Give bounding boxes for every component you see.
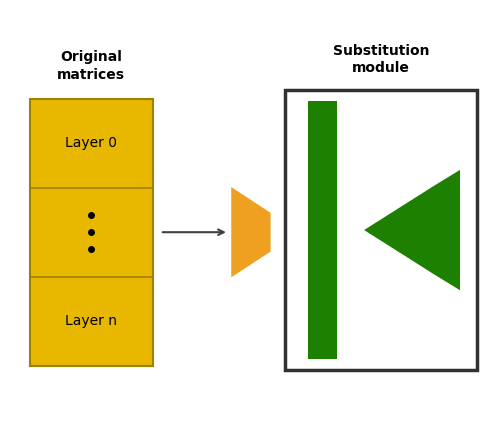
Text: Original
matrices: Original matrices bbox=[57, 50, 125, 82]
Text: Layer 0: Layer 0 bbox=[65, 136, 117, 150]
Polygon shape bbox=[364, 170, 460, 290]
Polygon shape bbox=[231, 187, 271, 277]
Text: Layer n: Layer n bbox=[65, 314, 117, 328]
FancyBboxPatch shape bbox=[30, 99, 153, 366]
FancyBboxPatch shape bbox=[308, 101, 337, 359]
FancyBboxPatch shape bbox=[285, 90, 477, 370]
Text: Substitution
module: Substitution module bbox=[333, 44, 430, 75]
